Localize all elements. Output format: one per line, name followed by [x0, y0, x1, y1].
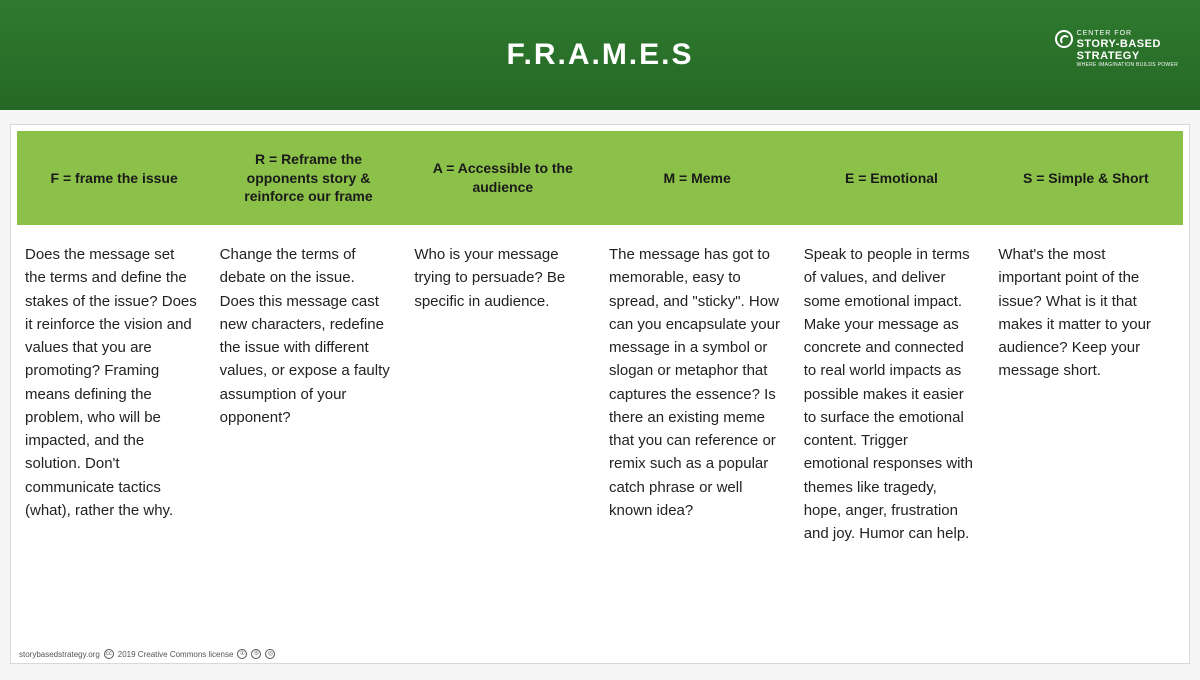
cc-extra-icon: ◎: [265, 649, 275, 659]
col-body-f: Does the message set the terms and defin…: [17, 239, 210, 549]
col-body-r: Change the terms of debate on the issue.…: [210, 239, 405, 549]
footer-site: storybasedstrategy.org: [19, 650, 100, 659]
org-logo: CENTER FOR STORY-BASED STRATEGY WHERE IM…: [1055, 30, 1178, 68]
cc-icon: cc: [104, 649, 114, 659]
col-header-e: E = Emotional: [794, 131, 988, 225]
col-header-r: R = Reframe the opponents story & reinfo…: [211, 131, 405, 225]
logo-line2: STORY-BASED: [1077, 38, 1178, 50]
col-body-m: The message has got to memorable, easy t…: [599, 239, 794, 549]
cc-attribution-icon: ①: [237, 649, 247, 659]
col-body-a: Who is your message trying to persuade? …: [404, 239, 599, 549]
title-banner: F.R.A.M.E.S CENTER FOR STORY-BASED STRAT…: [0, 0, 1200, 110]
footer-license: 2019 Creative Commons license: [118, 650, 234, 659]
col-header-a: A = Accessible to the audience: [406, 131, 600, 225]
col-header-m: M = Meme: [600, 131, 794, 225]
table-header-row: F = frame the issue R = Reframe the oppo…: [17, 131, 1183, 225]
logo-text: CENTER FOR STORY-BASED STRATEGY WHERE IM…: [1077, 30, 1178, 68]
col-header-f: F = frame the issue: [17, 131, 211, 225]
logo-swirl-icon: [1055, 30, 1073, 48]
col-body-e: Speak to people in terms of values, and …: [794, 239, 989, 549]
logo-tagline: WHERE IMAGINATION BUILDS POWER: [1077, 63, 1178, 69]
page-title: F.R.A.M.E.S: [506, 38, 693, 72]
cc-sharealike-icon: ⑤: [251, 649, 261, 659]
table-body-row: Does the message set the terms and defin…: [17, 225, 1183, 549]
frames-table: F = frame the issue R = Reframe the oppo…: [10, 124, 1190, 664]
logo-line3: STRATEGY: [1077, 50, 1178, 62]
col-body-s: What's the most important point of the i…: [988, 239, 1183, 549]
col-header-s: S = Simple & Short: [989, 131, 1183, 225]
footer-attribution: storybasedstrategy.org cc 2019 Creative …: [19, 649, 275, 659]
logo-line1: CENTER FOR: [1077, 30, 1178, 38]
